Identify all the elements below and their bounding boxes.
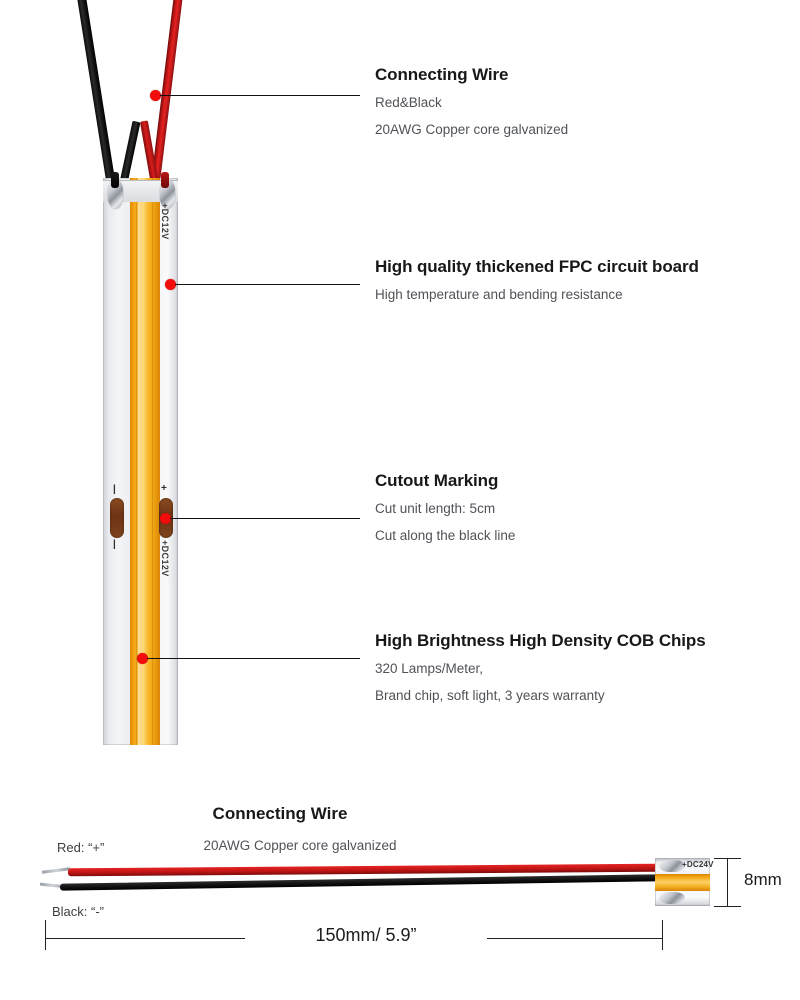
black-wire-upper — [76, 0, 115, 181]
voltage-marking-top: +DC12V — [160, 203, 170, 240]
callout-cob-chips: High Brightness High Density COB Chips 3… — [375, 630, 706, 713]
length-dimension-line-left — [45, 938, 245, 939]
height-dimension-tick-bottom — [714, 906, 741, 907]
callout-fpc-board: High quality thickened FPC circuit board… — [375, 256, 699, 313]
callout-anchor-dot-2 — [165, 279, 176, 290]
pad-marking-minus-top: | — [113, 484, 116, 495]
solder-joint-end-negative — [659, 892, 685, 904]
fpc-circuit-board — [103, 178, 178, 745]
cut-pad-negative — [110, 498, 124, 538]
black-wire-terminal — [111, 172, 119, 188]
callout-connecting-wire: Connecting Wire Red&Black 20AWG Copper c… — [375, 64, 568, 147]
callout-line-4-1: 320 Lamps/Meter, — [375, 661, 484, 677]
bottom-section-subtitle: 20AWG Copper core galvanized — [203, 838, 397, 853]
height-dimension-tick-top — [714, 858, 741, 859]
pad-marking-minus-bottom: | — [113, 539, 116, 550]
black-wire-polarity-label: Black: “-” — [52, 904, 104, 919]
red-wire-terminal — [161, 172, 169, 188]
callout-line-3-1: Cut unit length: 5cm — [375, 501, 496, 517]
length-dimension-tick-left — [45, 920, 46, 950]
callout-leader-line-3 — [170, 518, 360, 519]
pad-marking-plus: + — [161, 483, 167, 494]
solder-joint-end-positive — [659, 860, 685, 872]
callout-anchor-dot-1 — [150, 90, 161, 101]
length-dimension-line-right — [487, 938, 662, 939]
callout-cutout-marking: Cutout Marking Cut unit length: 5cm Cut … — [375, 470, 515, 553]
callout-line-2-1: High temperature and bending resistance — [375, 287, 623, 303]
callout-anchor-dot-4 — [137, 653, 148, 664]
callout-anchor-dot-3 — [160, 513, 171, 524]
callout-line-1-1: Red&Black — [375, 95, 442, 111]
cob-emitting-band-horizontal — [655, 874, 710, 891]
length-dimension-tick-right — [662, 920, 663, 950]
black-lead-wire — [59, 874, 659, 891]
callout-line-4-2: Brand chip, soft light, 3 years warranty — [375, 687, 605, 703]
callout-title-2: High quality thickened FPC circuit board — [375, 257, 699, 276]
height-dimension-label: 8mm — [744, 870, 782, 889]
callout-leader-line-4 — [147, 658, 360, 659]
length-dimension-label: 150mm/ 5.9” — [315, 925, 417, 945]
connecting-wire-diagram: Connecting Wire 20AWG Copper core galvan… — [0, 780, 800, 1000]
callout-leader-line-1 — [160, 95, 360, 96]
red-lead-wire — [67, 863, 659, 877]
bottom-section-title: Connecting Wire — [212, 804, 348, 823]
cob-emitting-band — [130, 178, 160, 745]
callout-title-1: Connecting Wire — [375, 65, 509, 84]
led-strip-photo-vertical: +DC12V | | + +DC12V — [0, 0, 230, 760]
callout-title-4: High Brightness High Density COB Chips — [375, 631, 706, 650]
voltage-marking-end: +DC24V — [682, 860, 714, 869]
callout-leader-line-2 — [175, 284, 360, 285]
voltage-marking-cut-zone: +DC12V — [160, 540, 170, 577]
callout-line-3-2: Cut along the black line — [375, 527, 516, 543]
callout-line-1-2: 20AWG Copper core galvanized — [375, 121, 569, 137]
callout-title-3: Cutout Marking — [375, 471, 499, 490]
red-wire-polarity-label: Red: “+” — [57, 840, 105, 855]
red-wire-stripped-end — [41, 867, 71, 874]
height-dimension-line — [727, 858, 728, 906]
